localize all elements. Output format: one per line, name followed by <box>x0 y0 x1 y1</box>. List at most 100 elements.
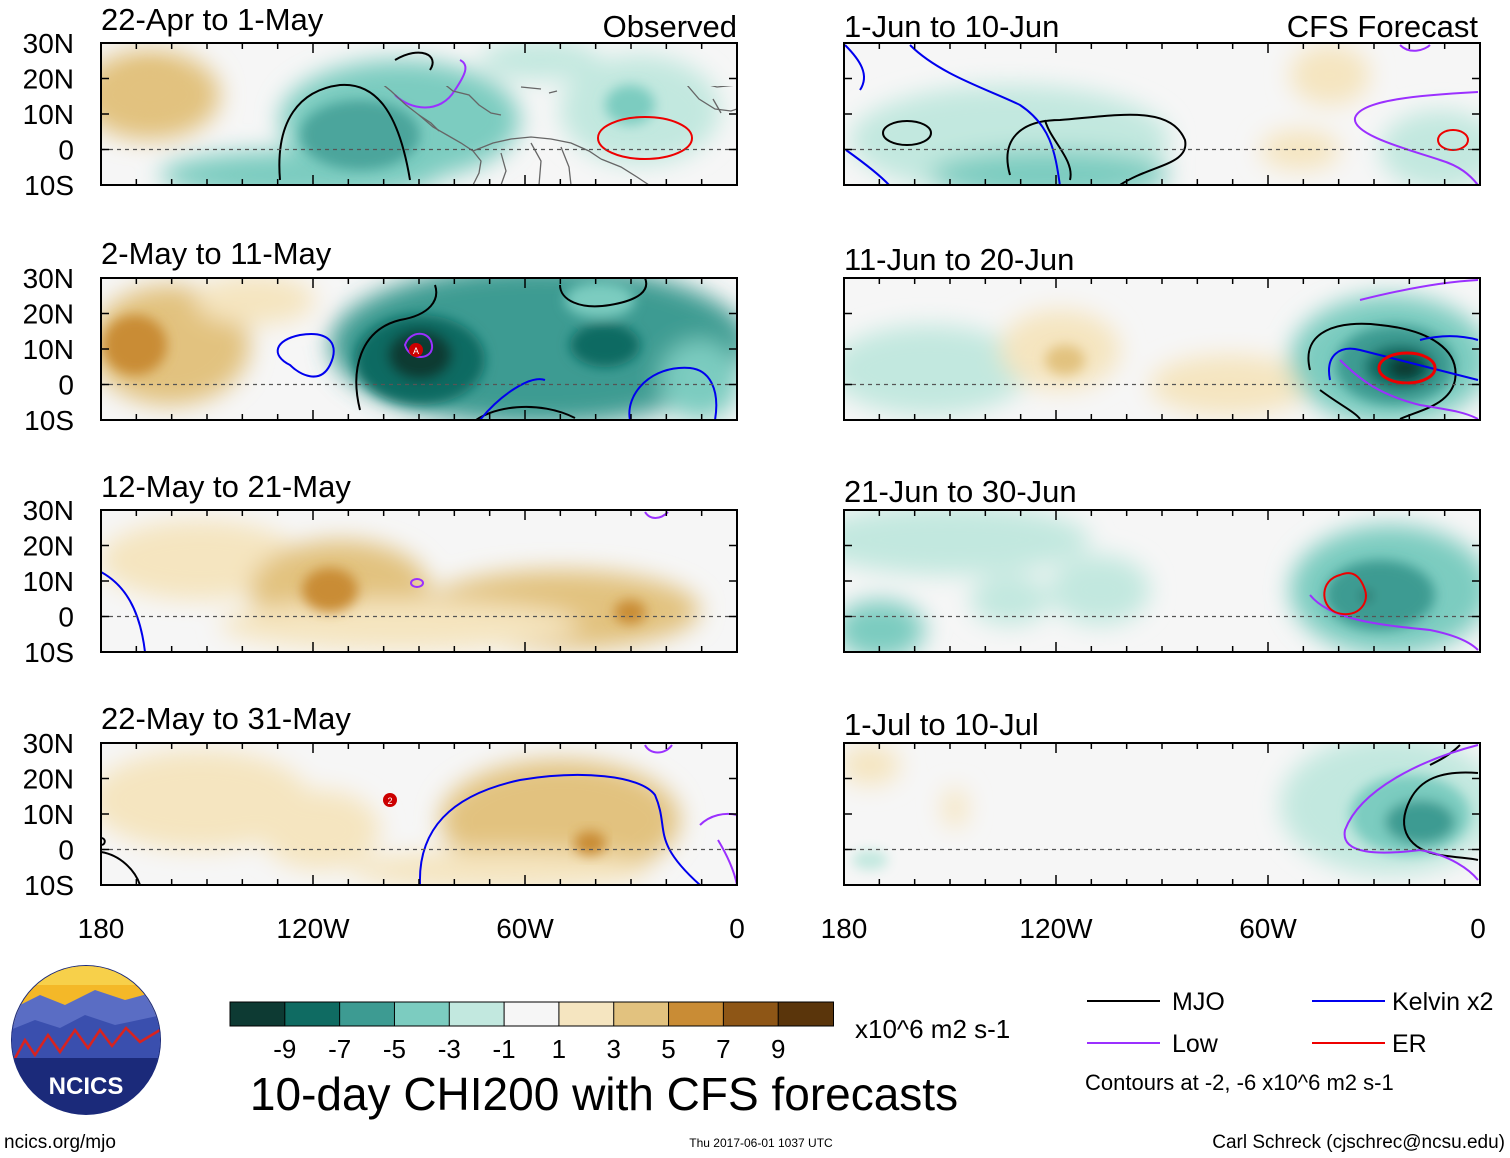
coastline-segment <box>500 152 507 186</box>
colorbar-swatch <box>284 1001 341 1027</box>
colorbar-tick-label: -3 <box>438 1034 461 1064</box>
coastline-segment <box>560 146 572 186</box>
coastline-segment <box>710 86 734 88</box>
svg-text:60W: 60W <box>496 913 554 944</box>
svg-text:0: 0 <box>729 913 745 944</box>
lat-label: 10N <box>23 99 74 130</box>
shading-field <box>844 279 1480 419</box>
colorbar-swatch <box>777 1001 835 1027</box>
lat-label: 0 <box>58 370 74 401</box>
lat-label: 30N <box>23 28 74 59</box>
legend-label-mjo: MJO <box>1172 988 1225 1016</box>
panel-frame <box>100 42 738 186</box>
panel-frame <box>843 509 1481 653</box>
map-panel-2: A <box>101 278 737 419</box>
panel-frame <box>843 277 1481 421</box>
storm-marker: A <box>409 343 423 357</box>
panel-frame <box>100 277 738 421</box>
coastline-segment <box>520 86 542 90</box>
lat-label: 10N <box>23 799 74 830</box>
coastline-segment <box>383 86 440 132</box>
figure-title: 10-day CHI200 with CFS forecasts <box>250 1068 958 1120</box>
colorbar-tick-label: 5 <box>661 1034 675 1064</box>
latitude-labels: 30N 20N 10N 0 10S 30N 20N 10N 0 10S 30N 20N 10N 0 10S 3… <box>23 28 74 901</box>
colorbar-swatch <box>448 1001 506 1027</box>
colorbar-tick-label: 7 <box>716 1034 730 1064</box>
colorbar-swatch <box>229 1001 286 1027</box>
colorbar-swatch <box>668 1001 725 1027</box>
shading-field <box>844 743 1480 881</box>
svg-text:NCICS: NCICS <box>49 1073 124 1100</box>
colorbar-swatch <box>722 1001 780 1027</box>
colorbar-tick-label: -7 <box>328 1034 351 1064</box>
lat-label: 10S <box>24 637 74 668</box>
map-panel-5 <box>844 43 1480 186</box>
map-panel-3 <box>101 510 737 652</box>
map-panel-1 <box>101 43 737 186</box>
panel-tag-forecast: CFS Forecast <box>1287 9 1479 44</box>
panel-frame <box>843 742 1481 886</box>
svg-text:60W: 60W <box>1239 913 1297 944</box>
svg-text:0: 0 <box>1470 913 1486 944</box>
panel-title-2: 2-May to 11-May <box>101 236 332 271</box>
panel-title-1: 22-Apr to 1-May <box>101 2 324 37</box>
shading-field: 2 <box>101 744 737 885</box>
coastline-segment <box>687 86 738 112</box>
coastline-segment <box>445 86 502 116</box>
storm-marker: 2 <box>383 793 397 807</box>
shading-field <box>101 511 700 652</box>
shading-field <box>844 510 1480 652</box>
lat-label: 0 <box>58 835 74 866</box>
panel-title-5: 1-Jun to 10-Jun <box>844 9 1059 44</box>
colorbar: -9 -7 -5 -3 -1 1 3 5 7 9 <box>229 1001 835 1064</box>
lat-label: 20N <box>23 299 74 330</box>
lat-label: 30N <box>23 263 74 294</box>
map-panel-8 <box>844 743 1480 885</box>
panel-title-4: 22-May to 31-May <box>101 701 351 736</box>
lat-label: 10S <box>24 170 74 201</box>
contour-note: Contours at -2, -6 x10^6 m2 s-1 <box>1085 1070 1394 1095</box>
legend-label-kelvin: Kelvin x2 <box>1392 988 1493 1016</box>
colorbar-units: x10^6 m2 s-1 <box>855 1014 1010 1044</box>
colorbar-swatch <box>393 1001 451 1027</box>
map-panel-7 <box>844 510 1480 652</box>
panel-frame <box>100 509 738 653</box>
coastline-segment <box>548 90 558 94</box>
panel-frames <box>100 42 1481 886</box>
coastline-segment <box>600 158 650 186</box>
contour-legend: MJO Kelvin x2 Low ER Contours at -2, -6 … <box>1085 988 1493 1095</box>
legend-label-er: ER <box>1392 1030 1427 1058</box>
shading-field: A <box>101 278 737 419</box>
coastlines <box>383 86 738 186</box>
legend-label-low: Low <box>1172 1030 1219 1058</box>
lat-label: 30N <box>23 495 74 526</box>
panel-title-8: 1-Jul to 10-Jul <box>844 707 1039 742</box>
lat-label: 0 <box>58 135 74 166</box>
footer-timestamp: Thu 2017-06-01 1037 UTC <box>689 1136 833 1150</box>
colorbar-tick-label: 9 <box>771 1034 785 1064</box>
footer-author: Carl Schreck (cjschrec@ncsu.edu) <box>1212 1132 1505 1153</box>
colorbar-tick-label: -5 <box>383 1034 406 1064</box>
ncics-logo: NCICS <box>11 965 161 1115</box>
svg-text:120W: 120W <box>276 913 350 944</box>
svg-text:A: A <box>413 346 419 356</box>
panel-titles: 22-Apr to 1-May Observed 2-May to 11-May… <box>101 2 1478 742</box>
colorbar-swatch <box>339 1001 396 1027</box>
longitude-labels: 180 120W 60W 0 180 120W 60W 0 <box>78 913 1486 944</box>
map-panel-6 <box>844 278 1480 419</box>
panel-title-3: 12-May to 21-May <box>101 469 351 504</box>
map-panel-4: 2 <box>101 743 737 885</box>
lat-label: 10N <box>23 566 74 597</box>
lat-label: 20N <box>23 64 74 95</box>
lat-label: 30N <box>23 728 74 759</box>
colorbar-swatch <box>558 1001 615 1027</box>
shading-field <box>101 43 720 186</box>
lat-label: 20N <box>23 764 74 795</box>
lat-label: 10S <box>24 870 74 901</box>
svg-text:120W: 120W <box>1019 913 1093 944</box>
colorbar-swatch <box>613 1001 670 1027</box>
lat-label: 10S <box>24 405 74 436</box>
colorbar-tick-label: 3 <box>606 1034 620 1064</box>
colorbar-tick-label: -9 <box>273 1034 296 1064</box>
lat-label: 10N <box>23 334 74 365</box>
